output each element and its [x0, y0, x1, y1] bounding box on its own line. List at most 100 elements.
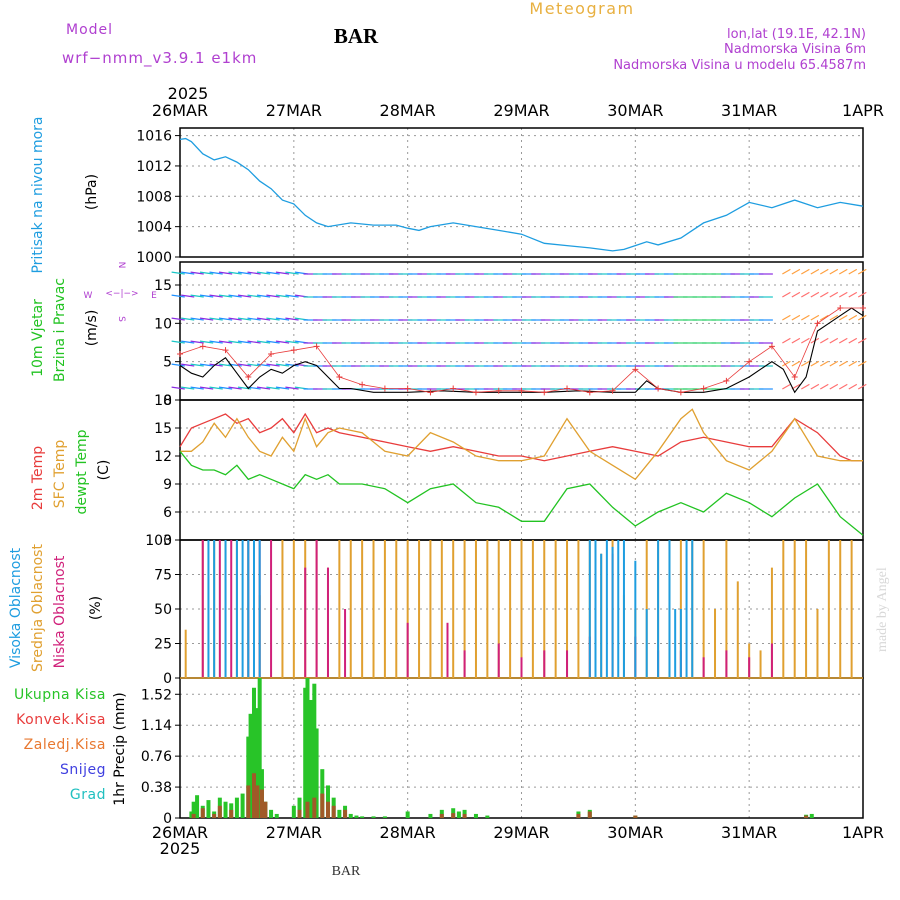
temp-ylabel-sfc: SFC Temp: [52, 440, 68, 509]
precip-conv-bar: [297, 809, 302, 818]
wind-barb: [181, 317, 195, 321]
wind-gust-marker: [746, 358, 753, 365]
wind-barb: [848, 337, 858, 344]
wind-barb: [829, 383, 839, 390]
wind-barb: [782, 314, 791, 321]
wind-barb: [810, 291, 820, 298]
precip-conv-bar: [259, 789, 264, 819]
pressure-ytick-label: 1012: [136, 159, 172, 175]
wind-barb: [218, 340, 233, 344]
cloud-ylabel-low: Niska Oblacnost: [52, 555, 68, 668]
wind-gust-marker: [404, 385, 411, 392]
pressure-unit: (hPa): [84, 174, 100, 210]
precip-total-bar: [255, 708, 260, 819]
wind-barb: [848, 291, 858, 298]
wind-barb: [266, 317, 280, 321]
wind-barb: [199, 340, 214, 344]
cloud-ytick-label: 0: [163, 671, 172, 687]
wind-barb: [247, 363, 261, 367]
wind-barb: [218, 271, 233, 275]
wind-barb: [275, 271, 290, 275]
cloud-ytick-label: 75: [154, 568, 172, 584]
precip-conv-bar: [325, 801, 330, 819]
precip-legend-total: Ukupna Kisa: [14, 687, 106, 703]
wind-barb: [791, 360, 801, 367]
precip-total-bar: [240, 793, 245, 818]
wind-barb: [237, 340, 252, 344]
model-name: wrf−nmm_v3.9.1 e1km: [62, 49, 257, 68]
wind-barb: [190, 386, 204, 390]
wind-barb: [838, 268, 848, 275]
wind-barb: [209, 271, 223, 275]
wind-panel: 0 5 10 15: [154, 261, 864, 409]
wind-barb: [266, 363, 280, 367]
precip-ytick-label: 0.76: [141, 749, 172, 765]
precip-total-bar: [251, 687, 256, 818]
precip-total-bar: [456, 811, 461, 818]
wind-barb: [848, 383, 858, 390]
wind-gust-marker: [450, 385, 457, 392]
bottom-year-label: 2025: [160, 839, 201, 858]
pressure-ytick-label: 1000: [136, 250, 172, 266]
precip-ytick-label: 0: [163, 811, 172, 827]
wind-gust-marker: [359, 381, 366, 388]
precip-total-bar: [473, 813, 478, 819]
wind-gust-marker: [723, 377, 730, 384]
precip-total-bar: [337, 809, 342, 818]
precip-frame: [179, 677, 864, 819]
cloud-ylabel-high: Visoka Oblacnost: [8, 547, 24, 668]
wind-barb: [256, 271, 271, 275]
temp-2m-line: [179, 412, 863, 462]
wind-barb: [171, 386, 185, 390]
wind-barb: [228, 340, 242, 344]
wind-barb: [285, 363, 299, 367]
wind-barb: [275, 386, 290, 390]
precip-conv-bar: [305, 801, 310, 819]
wind-barb: [171, 363, 185, 367]
wind-barb: [256, 363, 271, 367]
wind-gust-marker: [541, 389, 548, 396]
wind-ytick-label: 10: [154, 316, 172, 332]
precip-conv-bar: [255, 785, 260, 819]
wind-gust-marker: [814, 320, 821, 327]
wind-gust-marker: [268, 351, 275, 357]
pressure-ytick-label: 1004: [136, 220, 172, 236]
wind-gust-marker: [609, 387, 616, 394]
wind-barb: [782, 268, 791, 275]
wind-barb: [247, 317, 261, 321]
top-x-label: 31MAR: [721, 101, 777, 120]
wind-barb: [791, 291, 801, 298]
wind-ytick-label: 0: [163, 393, 172, 409]
wind-barb: [820, 268, 829, 275]
wind-barb: [820, 291, 829, 298]
cloud-ytick-label: 50: [154, 602, 172, 618]
wind-barb: [237, 317, 252, 321]
precip-total-bar: [206, 800, 211, 818]
wind-gust-marker: [427, 389, 434, 396]
cloud-ytick-label: 100: [145, 533, 172, 549]
top-x-label: 1APR: [842, 101, 884, 120]
wind-barb: [190, 294, 204, 298]
wind-barb: [199, 363, 214, 367]
watermark: made by Angel: [875, 567, 890, 652]
bottom-x-axis-labels: 26MAR 27MAR 28MAR 29MAR 30MAR 31MAR 1APR: [152, 823, 884, 842]
wind-barb: [190, 317, 204, 321]
wind-unit: (m/s): [84, 310, 100, 347]
temp-dewpt-line: [179, 450, 864, 536]
wind-gust-marker: [768, 343, 775, 350]
precip-total-bar: [462, 809, 467, 818]
precip-total-bar: [234, 797, 239, 818]
wind-barb: [247, 340, 261, 344]
top-x-label: 29MAR: [493, 101, 549, 120]
wind-barb: [190, 271, 204, 275]
wind-gust-marker: [837, 305, 844, 311]
precip-total-bar: [439, 809, 444, 818]
wind-barb: [801, 360, 810, 367]
wind-barb: [199, 317, 214, 321]
wind-gust-marker: [336, 374, 343, 380]
wind-barb: [848, 314, 858, 321]
precip-total-bar: [308, 699, 313, 818]
wind-barb: [266, 271, 280, 275]
compass-e: E: [151, 291, 157, 301]
top-x-label: 30MAR: [607, 101, 663, 120]
